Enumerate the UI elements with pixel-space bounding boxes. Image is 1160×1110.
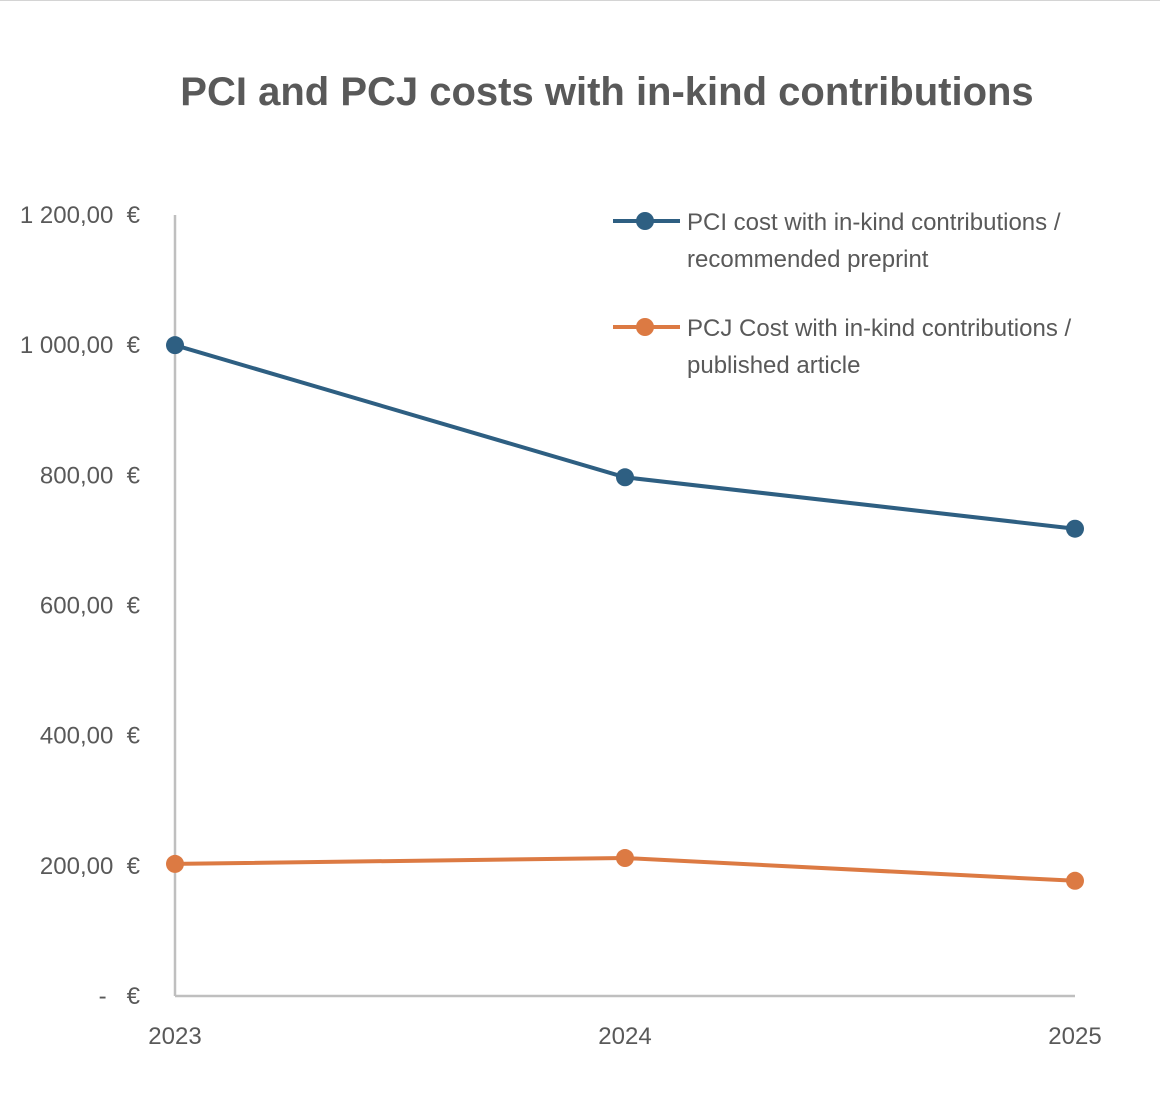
legend-item[interactable]: PCI cost with in-kind contributions / rec… xyxy=(613,209,1061,273)
top-border xyxy=(0,0,1160,1)
series-pci xyxy=(166,336,1084,538)
y-tick-label: - € xyxy=(99,983,141,1010)
y-tick-label: 400,00 € xyxy=(40,723,141,750)
data-point[interactable] xyxy=(166,336,184,355)
data-point[interactable] xyxy=(166,854,184,873)
x-tick-label: 2024 xyxy=(598,1023,651,1050)
x-axis-tick-labels: 2023 2024 2025 xyxy=(148,1023,1101,1050)
legend: PCI cost with in-kind contributions / rec… xyxy=(613,209,1071,379)
legend-label: PCI cost with in-kind contributions / xyxy=(687,209,1061,236)
chart-title: PCI and PCJ costs with in-kind contribut… xyxy=(180,70,1033,114)
series-line xyxy=(174,343,1076,531)
data-point[interactable] xyxy=(616,849,634,868)
legend-label: published article xyxy=(687,352,860,379)
legend-dot-marker xyxy=(636,318,654,336)
y-tick-label: 600,00 € xyxy=(40,593,141,620)
series-group xyxy=(166,336,1084,890)
legend-item[interactable]: PCJ Cost with in-kind contributions / pub… xyxy=(613,315,1071,379)
y-tick-label: 200,00 € xyxy=(40,853,141,880)
y-tick-label: 1 200,00 € xyxy=(20,202,141,229)
y-axis-tick-labels: - € 200,00 € 400,00 € 600,00 € 800,00 € 1 000… xyxy=(20,202,141,1010)
x-tick-label: 2025 xyxy=(1048,1023,1101,1050)
x-tick-label: 2023 xyxy=(148,1023,201,1050)
series-pcj xyxy=(166,849,1084,890)
legend-label: PCJ Cost with in-kind contributions / xyxy=(687,315,1071,342)
data-point[interactable] xyxy=(1066,519,1084,538)
y-tick-label: 800,00 € xyxy=(40,462,141,489)
data-point[interactable] xyxy=(1066,871,1084,890)
data-point[interactable] xyxy=(616,468,634,487)
y-tick-label: 1 000,00 € xyxy=(20,332,141,359)
legend-dot-marker xyxy=(636,212,654,230)
legend-label: recommended preprint xyxy=(687,246,929,273)
